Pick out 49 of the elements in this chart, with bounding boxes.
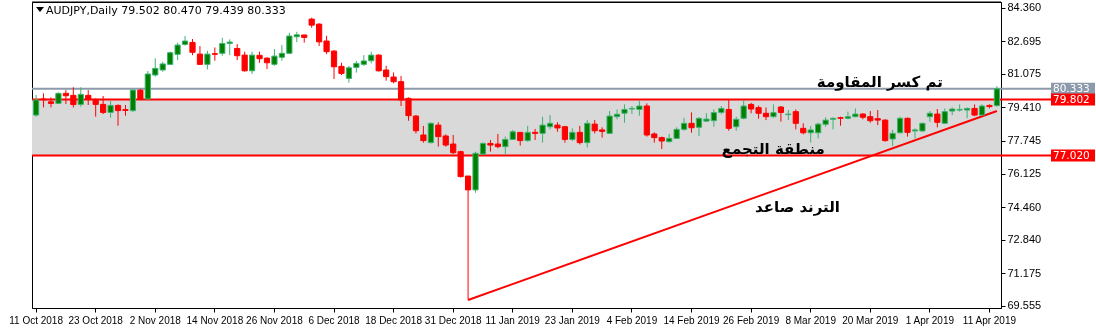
x-tick-label: 11 Jan 2019: [485, 314, 541, 326]
y-tick-label: 84.360: [1007, 1, 1042, 14]
x-tick-label: 11 Oct 2018: [9, 314, 64, 326]
y-tick-label: 76.125: [1007, 167, 1042, 180]
annotation: تم كسر المقاومة: [816, 73, 943, 91]
annotation: الترند صاعد: [755, 198, 840, 216]
x-tick-label: 26 Feb 2019: [723, 314, 780, 326]
y-tick-label: 72.840: [1007, 233, 1042, 246]
x-tick-label: 14 Feb 2019: [663, 314, 721, 326]
y-tick-label: 82.695: [1007, 34, 1042, 47]
x-tick-label: 18 Dec 2018: [365, 314, 423, 326]
y-tick-label: 71.175: [1007, 266, 1042, 279]
candlestick: [576, 125, 583, 145]
x-tick-label: 8 Mar 2019: [785, 314, 837, 326]
candlestick: [934, 108, 941, 128]
x-tick-label: 20 Mar 2019: [842, 314, 899, 326]
candlestick: [584, 119, 591, 148]
y-tick-label: 81.075: [1007, 67, 1042, 80]
ref-line-label: 77.020: [1053, 148, 1090, 161]
y-tick-label: 69.555: [1007, 299, 1042, 312]
candlestick: [688, 111, 695, 134]
x-tick-label: 14 Nov 2018: [186, 314, 244, 326]
x-tick-label: 11 Apr 2019: [962, 314, 1017, 326]
candlestick: [926, 110, 933, 123]
chart-title: AUDJPY,Daily 79.502 80.470 79.439 80.333: [46, 4, 286, 17]
candlestick: [532, 128, 539, 141]
x-tick-label: 31 Dec 2018: [424, 314, 482, 326]
x-tick-label: 26 Nov 2018: [246, 314, 304, 326]
band-label: منطقة التجمع: [721, 139, 825, 158]
ref-line-label: 80.333: [1053, 81, 1090, 94]
candlestick: [32, 94, 40, 118]
x-tick-label: 23 Oct 2018: [68, 314, 124, 326]
y-tick-label: 77.745: [1007, 134, 1042, 147]
candlestick: [129, 88, 137, 113]
candlestick: [792, 108, 799, 130]
candlestick: [77, 86, 84, 108]
candlestick: [211, 46, 218, 62]
y-tick-label: 74.460: [1007, 200, 1042, 213]
candlestick: [777, 105, 785, 123]
y-tick-label: 79.410: [1007, 100, 1042, 113]
ref-line-label: 79.802: [1053, 92, 1090, 105]
x-tick-label: 1 Apr 2019: [905, 314, 955, 326]
candlestick: [248, 51, 256, 75]
candlestick: [204, 50, 211, 70]
x-tick-label: 23 Jan 2019: [544, 314, 601, 326]
x-tick-label: 2 Nov 2018: [129, 314, 182, 326]
x-tick-label: 4 Feb 2019: [606, 314, 658, 326]
x-tick-label: 6 Dec 2018: [308, 314, 361, 326]
candlestick: [196, 45, 204, 66]
